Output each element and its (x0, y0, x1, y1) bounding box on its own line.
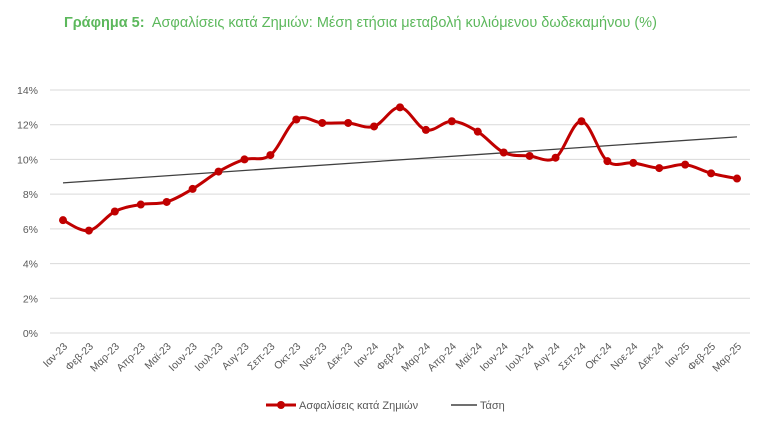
data-point (655, 164, 664, 173)
data-point (292, 115, 301, 124)
x-tick-label: Αυγ-24 (531, 341, 563, 373)
data-point (240, 155, 249, 164)
data-point (577, 117, 586, 126)
data-point (84, 226, 93, 235)
data-point (266, 151, 275, 160)
chart-title-label: Γράφημα 5: (64, 15, 145, 31)
legend-marker-series (277, 401, 285, 409)
data-point (344, 118, 353, 127)
x-tick-label: Απρ-24 (425, 341, 459, 375)
legend-label-series: Ασφαλίσεις κατά Ζημιών (299, 400, 419, 412)
data-point (473, 127, 482, 136)
y-tick-label: 8% (23, 189, 38, 201)
data-point (681, 160, 690, 169)
x-tick-label: Ιουλ-24 (504, 341, 537, 374)
series-line (62, 105, 738, 233)
data-point (551, 153, 560, 162)
data-point (525, 151, 534, 160)
data-point (162, 197, 171, 206)
data-point (214, 167, 223, 176)
x-tick-label: Νοε-23 (297, 341, 329, 373)
x-tick-label: Οκτ-24 (583, 341, 615, 373)
x-tick-label: Δεκ-23 (324, 341, 355, 372)
x-tick-label: Σεπ-24 (556, 341, 588, 373)
x-tick-label: Νοε-24 (608, 341, 640, 373)
data-point (396, 103, 404, 112)
data-point (421, 125, 430, 134)
x-tick-label: Μαρ-25 (710, 341, 744, 375)
data-point (370, 122, 379, 131)
data-point (188, 184, 197, 193)
data-point (603, 157, 612, 166)
x-tick-label: Ιουλ-23 (192, 341, 225, 374)
data-point (499, 148, 508, 157)
x-tick-label: Σεπ-23 (245, 341, 277, 373)
data-point (629, 158, 638, 167)
x-tick-label: Δεκ-24 (635, 341, 666, 372)
data-point (318, 118, 327, 127)
y-tick-label: 12% (17, 120, 38, 132)
data-point (733, 174, 741, 183)
chart-title-text: Ασφαλίσεις κατά Ζημιών: Μέση ετήσια μετα… (151, 15, 657, 31)
trend-line (62, 136, 738, 184)
data-point (59, 216, 67, 225)
y-tick-label: 2% (23, 293, 38, 305)
y-tick-label: 10% (17, 154, 38, 166)
data-point (447, 117, 456, 126)
x-tick-label: Απρ-23 (114, 341, 148, 375)
x-tick-label: Οκτ-23 (272, 341, 304, 373)
x-tick-label: Αυγ-23 (220, 341, 252, 373)
y-tick-label: 14% (17, 85, 38, 97)
data-point (136, 200, 145, 209)
y-tick-label: 0% (23, 328, 38, 340)
data-point (110, 207, 119, 216)
y-tick-label: 6% (23, 224, 38, 236)
chart-title: Γράφημα 5: Ασφαλίσεις κατά Ζημιών: Μέση … (64, 12, 704, 34)
legend-label-trend: Τάση (480, 400, 505, 412)
data-point (707, 169, 716, 178)
y-tick-label: 4% (23, 259, 38, 271)
